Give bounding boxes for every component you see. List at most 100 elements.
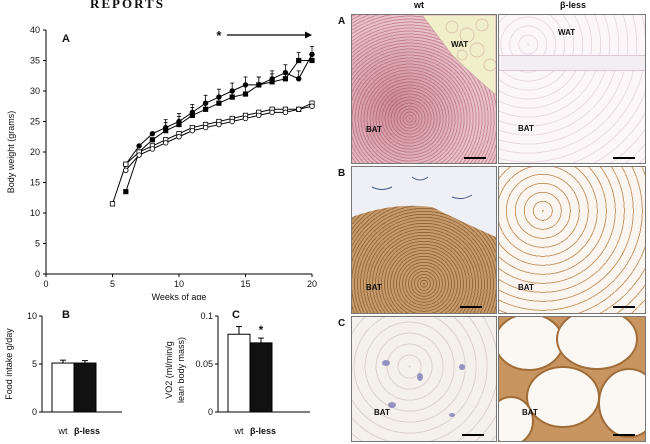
data-point — [162, 140, 169, 146]
significance-star: * — [259, 323, 264, 337]
data-point — [202, 100, 209, 106]
data-point — [309, 51, 315, 58]
data-point — [296, 76, 302, 82]
y-tick-label: 0.05 — [195, 359, 213, 369]
y-tick-label: 35 — [30, 56, 40, 66]
data-point — [282, 76, 289, 82]
data-point — [216, 121, 222, 128]
tag-wat: WAT — [558, 28, 576, 37]
y-tick-label: 25 — [30, 117, 40, 127]
histology-c-wt — [351, 316, 497, 442]
column-label-beta-less: β-less — [560, 0, 587, 10]
category-label: wt — [234, 426, 244, 436]
data-point — [176, 118, 182, 125]
data-point — [256, 112, 262, 119]
row-label-c: C — [338, 318, 346, 329]
y-tick-label: 0 — [35, 269, 40, 279]
data-point — [309, 57, 315, 64]
histology-a-beta-less — [498, 14, 646, 164]
x-tick-label: 5 — [110, 279, 115, 289]
y-tick-label: 0 — [208, 407, 213, 417]
data-point — [202, 124, 209, 131]
data-point — [202, 106, 209, 112]
y-tick-label: 0.1 — [200, 311, 213, 321]
bar — [227, 333, 251, 413]
bar — [249, 342, 273, 413]
tag-bat: BAT — [522, 408, 538, 417]
data-point — [189, 127, 195, 134]
data-point — [123, 167, 129, 173]
data-point — [282, 70, 289, 76]
y-tick-label: 40 — [30, 25, 40, 35]
panel-label: A — [62, 33, 70, 45]
data-point — [242, 82, 249, 88]
y-tick-label: 10 — [30, 208, 40, 218]
data-point — [269, 76, 275, 82]
x-tick-label: 15 — [240, 279, 250, 289]
data-point — [149, 146, 156, 152]
data-point — [282, 109, 289, 116]
data-point — [229, 88, 235, 94]
x-tick-label: 0 — [43, 279, 48, 289]
series-line — [112, 102, 313, 205]
y-tick-label: 30 — [30, 86, 40, 96]
data-point — [162, 124, 169, 131]
y-tick-label: 5 — [32, 359, 37, 369]
data-point — [109, 201, 116, 207]
data-point — [123, 189, 129, 195]
scale-bar — [462, 434, 484, 436]
category-label: β-less — [250, 426, 276, 436]
category-label: β-less — [74, 426, 100, 436]
row-label-b: B — [338, 168, 346, 179]
body-weight-chart: 0 5 10 15 20 25 30 35 40 0 5 10 15 20 Weeks of age Body… — [6, 25, 317, 300]
scale-bar — [613, 434, 635, 436]
bar — [51, 362, 75, 413]
data-point — [176, 134, 182, 140]
food-intake-chart: 0 5 10 Bwt β-less Food intake g/day — [4, 309, 122, 436]
panel-label: B — [62, 309, 70, 321]
panel-label: C — [232, 309, 240, 321]
tag-bat: BAT — [374, 408, 390, 417]
histology-b-beta-less — [498, 166, 646, 314]
data-point — [309, 103, 315, 109]
data-point — [256, 82, 262, 88]
tag-bat: BAT — [366, 283, 382, 292]
y-tick-label: 10 — [27, 311, 37, 321]
data-point — [229, 94, 235, 100]
column-label-wt: wt — [414, 0, 424, 10]
data-point — [296, 106, 302, 112]
histology-b-wt — [351, 166, 497, 314]
data-point — [149, 137, 155, 143]
data-point — [269, 109, 275, 116]
scale-bar — [460, 306, 482, 308]
arrow-head — [305, 31, 312, 39]
y-tick-label: 15 — [30, 178, 40, 188]
x-axis-label: Weeks of age — [152, 292, 207, 300]
data-point — [296, 57, 302, 64]
y-tick-label: 20 — [30, 147, 40, 157]
data-point — [189, 109, 195, 116]
y-axis-label: VO2 (ml/min/g — [164, 341, 174, 399]
data-point — [216, 94, 222, 100]
y-axis-label: Food intake g/day — [4, 328, 14, 400]
data-point — [242, 115, 249, 122]
data-point — [149, 130, 156, 137]
scale-bar — [613, 157, 635, 159]
y-tick-label: 0 — [32, 407, 37, 417]
scale-bar — [613, 306, 635, 308]
significance-star: * — [216, 28, 222, 43]
histology-c-beta-less — [498, 316, 646, 442]
data-point — [229, 118, 235, 125]
histology-a-wt — [351, 14, 497, 164]
y-axis-label-line2: lean body mass) — [176, 337, 186, 403]
data-point — [216, 100, 222, 106]
tag-bat: BAT — [366, 125, 382, 134]
row-label-a: A — [338, 16, 346, 27]
data-point — [136, 152, 142, 158]
tag-bat: BAT — [518, 124, 534, 133]
data-point — [242, 91, 249, 97]
y-axis-label: Body weight (grams) — [6, 111, 16, 194]
bar — [73, 362, 97, 413]
y-tick-label: 5 — [35, 239, 40, 249]
data-point — [123, 161, 129, 167]
